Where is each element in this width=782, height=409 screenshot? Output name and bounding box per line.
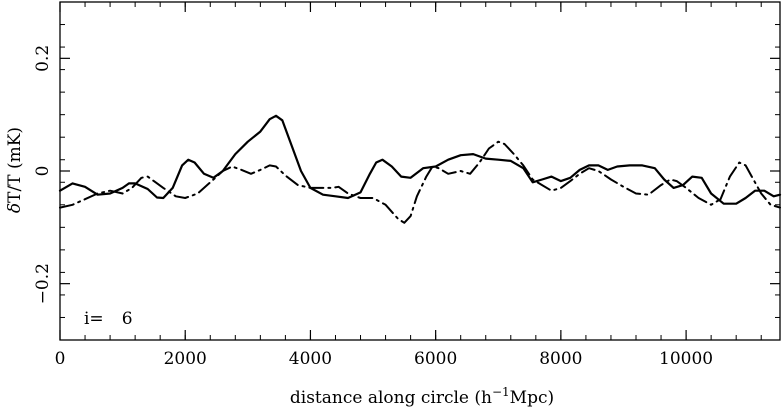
y-tick-labels: −0.2 0 0.2 (33, 45, 53, 304)
y-axis-title: δT/T (mK) (5, 127, 25, 213)
series-solid-line (58, 114, 782, 205)
y-axis-title-rest: T/T (mK) (5, 127, 25, 203)
x-tick-labels: 0 2000 4000 6000 8000 10000 (55, 349, 714, 369)
annotation-label: i= (84, 309, 104, 329)
x-tick-label: 0 (55, 349, 66, 369)
y-tick-label: 0 (33, 166, 53, 177)
x-axis-title: distance along circle (h−1Mpc) (290, 385, 554, 408)
x-tick-label: 2000 (164, 349, 207, 369)
y-tick-label: −0.2 (33, 263, 53, 304)
y-axis-title-delta: δ (5, 203, 25, 213)
panel-annotation: i= 6 (84, 309, 133, 329)
series-layer (58, 114, 782, 224)
x-axis-title-main: distance along circle (h (290, 388, 492, 408)
x-tick-label: 4000 (289, 349, 332, 369)
x-tick-label: 8000 (539, 349, 582, 369)
annotation-value: 6 (122, 309, 133, 329)
x-tick-label: 10000 (659, 349, 713, 369)
series-dash-dot-line (59, 140, 781, 224)
y-tick-label: 0.2 (33, 45, 53, 72)
x-axis-title-tail: Mpc) (510, 388, 554, 408)
plot-frame (59, 1, 781, 341)
x-tick-label: 6000 (414, 349, 457, 369)
x-axis-title-superscript: −1 (492, 385, 510, 399)
